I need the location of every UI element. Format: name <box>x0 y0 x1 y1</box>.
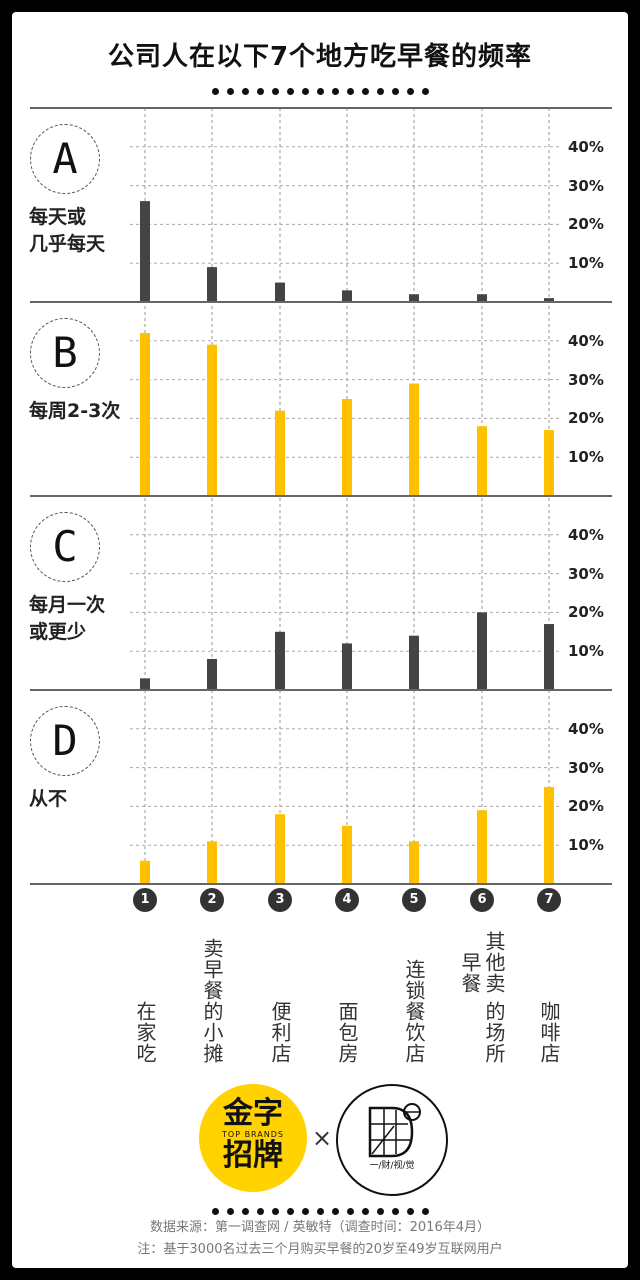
y-tick-label: 40% <box>568 137 604 156</box>
y-tick-label: 40% <box>568 719 604 738</box>
bar-c-1 <box>140 678 150 690</box>
y-tick-label: 30% <box>568 564 604 583</box>
panel-separator <box>30 301 612 303</box>
y-tick-label: 20% <box>568 215 604 234</box>
bar-c-6 <box>477 612 487 690</box>
panel-letter-badge: B <box>30 318 100 388</box>
bar-a-1 <box>140 201 150 302</box>
category-number-badge: 6 <box>470 888 494 912</box>
panel-frequency-label: 每天或 几乎每天 <box>29 206 106 255</box>
bar-d-5 <box>409 841 419 884</box>
footer-dot-divider <box>12 1200 628 1219</box>
bar-d-2 <box>207 841 217 884</box>
bar-b-1 <box>140 333 150 496</box>
bar-b-4 <box>342 399 352 496</box>
category-number-badge: 2 <box>200 888 224 912</box>
logo-a-line1: 金字 <box>223 1096 283 1131</box>
category-number-badge: 3 <box>268 888 292 912</box>
panel-letter-badge: A <box>30 124 100 194</box>
category-name: 卖早餐的小摊 <box>200 924 224 1064</box>
top-brands-logo: 金字 TOP BRANDS 招牌 <box>199 1084 307 1192</box>
bar-c-2 <box>207 658 217 690</box>
chart-area <box>130 108 562 884</box>
y-tick-label: 40% <box>568 331 604 350</box>
bar-d-3 <box>275 814 285 884</box>
logo-a-small: TOP BRANDS <box>222 1130 284 1139</box>
bar-d-6 <box>477 810 487 884</box>
y-tick-label: 10% <box>568 836 604 855</box>
category-name-line: 卖早餐的小摊 <box>200 938 224 1064</box>
panel-letter-badge: D <box>30 706 100 776</box>
bar-a-2 <box>207 267 217 302</box>
category-number-badge: 1 <box>133 888 157 912</box>
bar-b-5 <box>409 383 419 496</box>
bar-c-3 <box>275 631 285 690</box>
panel-frequency-label: 从不 <box>29 788 68 810</box>
category-name: 连锁餐饮店 <box>402 924 426 1064</box>
bar-a-7 <box>544 298 554 302</box>
title-dot-divider <box>12 80 628 99</box>
y-tick-label: 30% <box>568 758 604 777</box>
bar-a-3 <box>275 282 285 302</box>
y-tick-label: 10% <box>568 448 604 467</box>
source-note: 数据来源：第一调查网 / 英敏特（调查时间：2016年4月） <box>150 1220 490 1235</box>
y-tick-label: 30% <box>568 370 604 389</box>
bar-a-4 <box>342 290 352 302</box>
category-name-line: 便利店 <box>268 1001 292 1064</box>
bar-d-4 <box>342 825 352 884</box>
yicai-visual-logo: 一/财/视/觉 <box>336 1084 448 1196</box>
y-tick-label: 40% <box>568 525 604 544</box>
yicai-mark-icon <box>368 1103 421 1158</box>
bar-b-7 <box>544 430 554 496</box>
bar-d-1 <box>140 860 150 884</box>
bar-d-7 <box>544 787 554 884</box>
category-name-line: 连锁餐饮店 <box>402 959 426 1064</box>
category-number-badge: 7 <box>537 888 561 912</box>
infographic-card: 公司人在以下7个地方吃早餐的频率 10% 20% 30% 40% A 每天或 几乎每天 10… <box>12 12 628 1268</box>
logo-b-text: 一/财/视/觉 <box>369 1161 415 1171</box>
panel-frequency-label: 每周2-3次 <box>29 400 121 422</box>
bar-c-4 <box>342 643 352 690</box>
bar-c-5 <box>409 635 419 690</box>
y-tick-label: 20% <box>568 603 604 622</box>
page-title: 公司人在以下7个地方吃早餐的频率 <box>107 42 533 72</box>
panel-frequency-label: 每月一次 或更少 <box>29 594 106 643</box>
bar-c-7 <box>544 624 554 690</box>
bar-b-3 <box>275 410 285 496</box>
category-name-line: 在家吃 <box>133 1001 157 1064</box>
panel-letter-badge: C <box>30 512 100 582</box>
y-tick-label: 10% <box>568 254 604 273</box>
category-name: 在家吃 <box>133 924 157 1064</box>
sample-note: 注：基于3000名过去三个月购买早餐的20岁至49岁互联网用户 <box>137 1242 503 1257</box>
category-name: 其他卖早餐的场所 <box>458 924 506 1064</box>
y-tick-label: 20% <box>568 409 604 428</box>
category-name: 便利店 <box>268 924 292 1064</box>
category-name: 咖啡店 <box>537 924 561 1064</box>
logo-a-line2: 招牌 <box>223 1138 283 1173</box>
panel-separator <box>30 689 612 691</box>
y-tick-label: 20% <box>568 797 604 816</box>
category-number-badge: 5 <box>402 888 426 912</box>
bar-a-5 <box>409 294 419 302</box>
category-name-line: 其他卖早餐 <box>458 931 506 994</box>
bar-b-6 <box>477 426 487 496</box>
category-name-line: 面包房 <box>335 1001 359 1064</box>
category-name-line: 的场所 <box>482 1001 506 1064</box>
y-tick-label: 30% <box>568 176 604 195</box>
category-name-line: 咖啡店 <box>537 1001 561 1064</box>
y-tick-label: 10% <box>568 642 604 661</box>
panel-separator <box>30 107 612 109</box>
panel-separator <box>30 883 612 885</box>
bar-b-2 <box>207 344 217 496</box>
category-number-badge: 4 <box>335 888 359 912</box>
times-symbol: × <box>312 1124 333 1152</box>
panel-separator <box>30 495 612 497</box>
bar-a-6 <box>477 294 487 302</box>
category-name: 面包房 <box>335 924 359 1064</box>
